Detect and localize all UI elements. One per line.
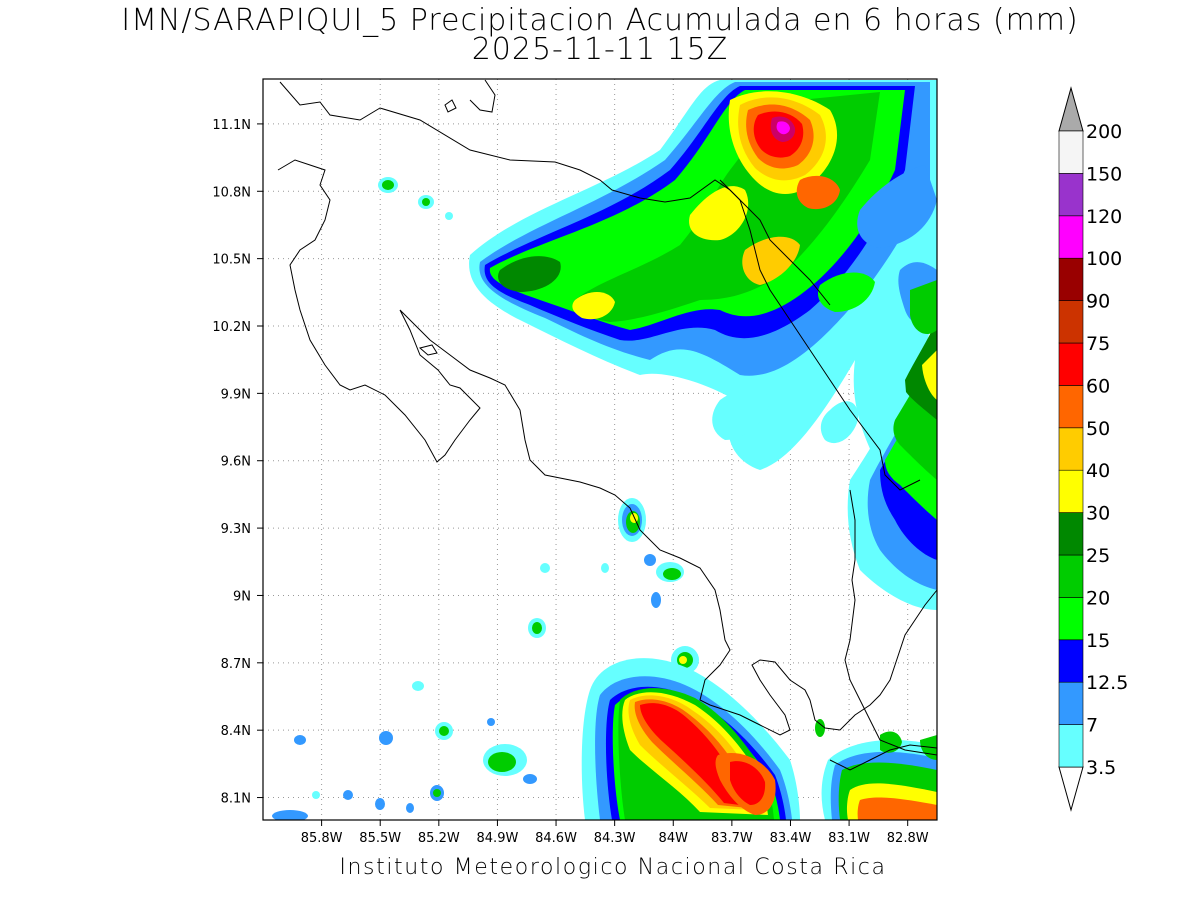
y-tick-label: 10.2N xyxy=(212,320,251,335)
colorbar-swatch xyxy=(1058,427,1084,471)
y-tick-label: 9.3N xyxy=(221,522,251,537)
colorbar-swatch xyxy=(1058,215,1084,259)
colorbar-swatch xyxy=(1058,385,1084,429)
x-tick-label: 85.5W xyxy=(359,831,401,846)
colorbar-swatch xyxy=(1058,597,1084,641)
y-tick-label: 9N xyxy=(233,589,251,604)
x-tick-label: 83.1W xyxy=(828,831,870,846)
colorbar-label: 60 xyxy=(1086,375,1110,397)
y-tick-label: 10.5N xyxy=(212,253,251,268)
map-title: IMN/SARAPIQUI_5 Precipitacion Acumulada … xyxy=(121,3,1079,38)
rain-area-pacific-south xyxy=(581,658,937,820)
colorbar-swatch xyxy=(1058,342,1084,386)
map-frame xyxy=(262,78,938,821)
rain-cells-scattered xyxy=(272,177,825,820)
colorbar-label: 150 xyxy=(1086,163,1122,185)
y-tick-label: 9.6N xyxy=(221,455,251,470)
colorbar-swatch xyxy=(1058,173,1084,217)
colorbar-label: 7 xyxy=(1086,715,1098,737)
x-tick-label: 84.3W xyxy=(594,831,636,846)
coastline xyxy=(277,79,937,771)
x-tick-label: 85.8W xyxy=(301,831,343,846)
colorbar-label: 200 xyxy=(1086,121,1122,143)
y-tick-label: 8.7N xyxy=(221,657,251,672)
colorbar-label: 15 xyxy=(1086,630,1110,652)
colorbar-swatch xyxy=(1058,469,1084,513)
rain-area-caribbean-east xyxy=(847,262,937,610)
colorbar-swatch xyxy=(1058,639,1084,683)
colorbar-label: 75 xyxy=(1086,333,1110,355)
x-tick-label: 84.9W xyxy=(477,831,519,846)
credit-text: Instituto Meteorologico Nacional Costa R… xyxy=(339,855,887,880)
x-tick-label: 83.4W xyxy=(770,831,812,846)
colorbar-label: 3.5 xyxy=(1086,757,1116,779)
colorbar-min-arrow xyxy=(1058,766,1084,812)
y-tick-label: 8.1N xyxy=(221,792,251,807)
y-tick-label: 10.8N xyxy=(212,185,251,200)
colorbar-label: 40 xyxy=(1086,460,1110,482)
x-tick-label: 84.6W xyxy=(535,831,577,846)
colorbar-swatch xyxy=(1058,554,1084,598)
x-tick-label: 85.2W xyxy=(418,831,460,846)
precipitation-field xyxy=(272,80,937,820)
x-tick-label: 83.7W xyxy=(711,831,753,846)
colorbar: 3.5 7 12.5 15 20 25 30 40 50 60 75 90 100 120 150 200 xyxy=(1058,86,1128,812)
map-date: 2025-11-11 15Z xyxy=(471,32,729,67)
colorbar-swatch xyxy=(1058,681,1084,725)
colorbar-label: 120 xyxy=(1086,206,1122,228)
x-tick-label: 84W xyxy=(659,831,689,846)
colorbar-swatch xyxy=(1058,257,1084,301)
colorbar-swatch xyxy=(1058,300,1084,344)
y-tick-label: 9.9N xyxy=(221,387,251,402)
colorbar-swatch xyxy=(1058,512,1084,556)
x-tick-label: 82.8W xyxy=(887,831,929,846)
colorbar-max-arrow xyxy=(1058,86,1084,132)
colorbar-label: 30 xyxy=(1086,503,1110,525)
colorbar-label: 100 xyxy=(1086,248,1122,270)
colorbar-label: 50 xyxy=(1086,418,1110,440)
colorbar-swatch xyxy=(1058,130,1084,174)
colorbar-label: 25 xyxy=(1086,545,1110,567)
y-tick-label: 11.1N xyxy=(212,118,251,133)
y-tick-label: 8.4N xyxy=(221,724,251,739)
colorbar-label: 12.5 xyxy=(1086,672,1128,694)
colorbar-label: 20 xyxy=(1086,587,1110,609)
colorbar-label: 90 xyxy=(1086,291,1110,313)
rain-area-caribbean-north xyxy=(469,80,937,470)
colorbar-swatch xyxy=(1058,724,1084,768)
